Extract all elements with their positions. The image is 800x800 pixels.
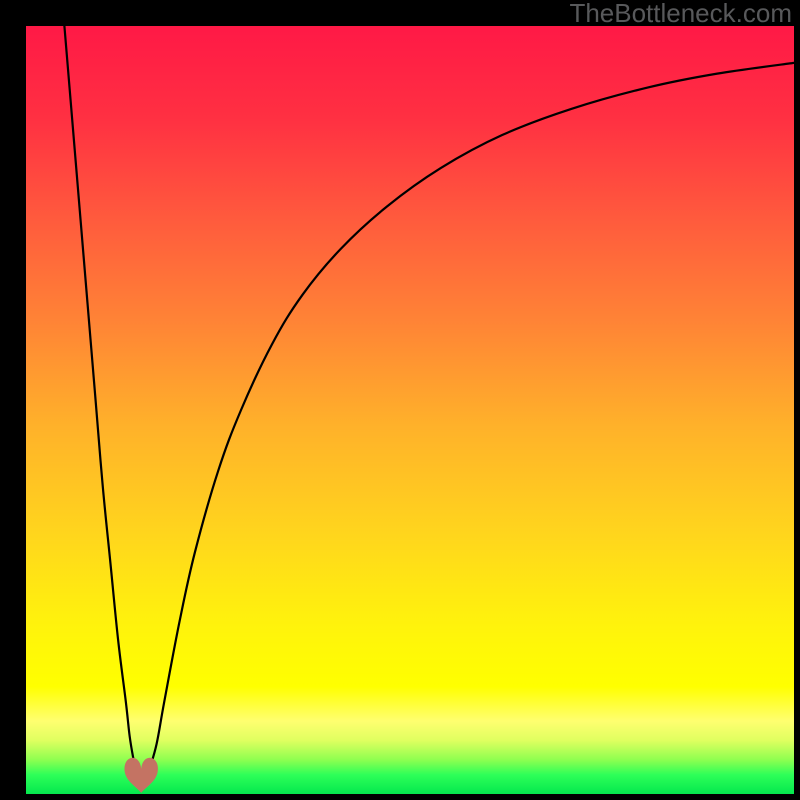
border-bottom	[0, 794, 800, 800]
plot-area	[26, 26, 794, 794]
curve-right-branch	[149, 63, 794, 771]
border-right	[794, 0, 800, 800]
curve-layer	[26, 26, 794, 794]
watermark-text: TheBottleneck.com	[569, 0, 792, 29]
border-left	[0, 0, 26, 800]
chart-frame: TheBottleneck.com	[0, 0, 800, 800]
heart-icon	[124, 758, 157, 793]
curve-left-branch	[64, 26, 135, 769]
